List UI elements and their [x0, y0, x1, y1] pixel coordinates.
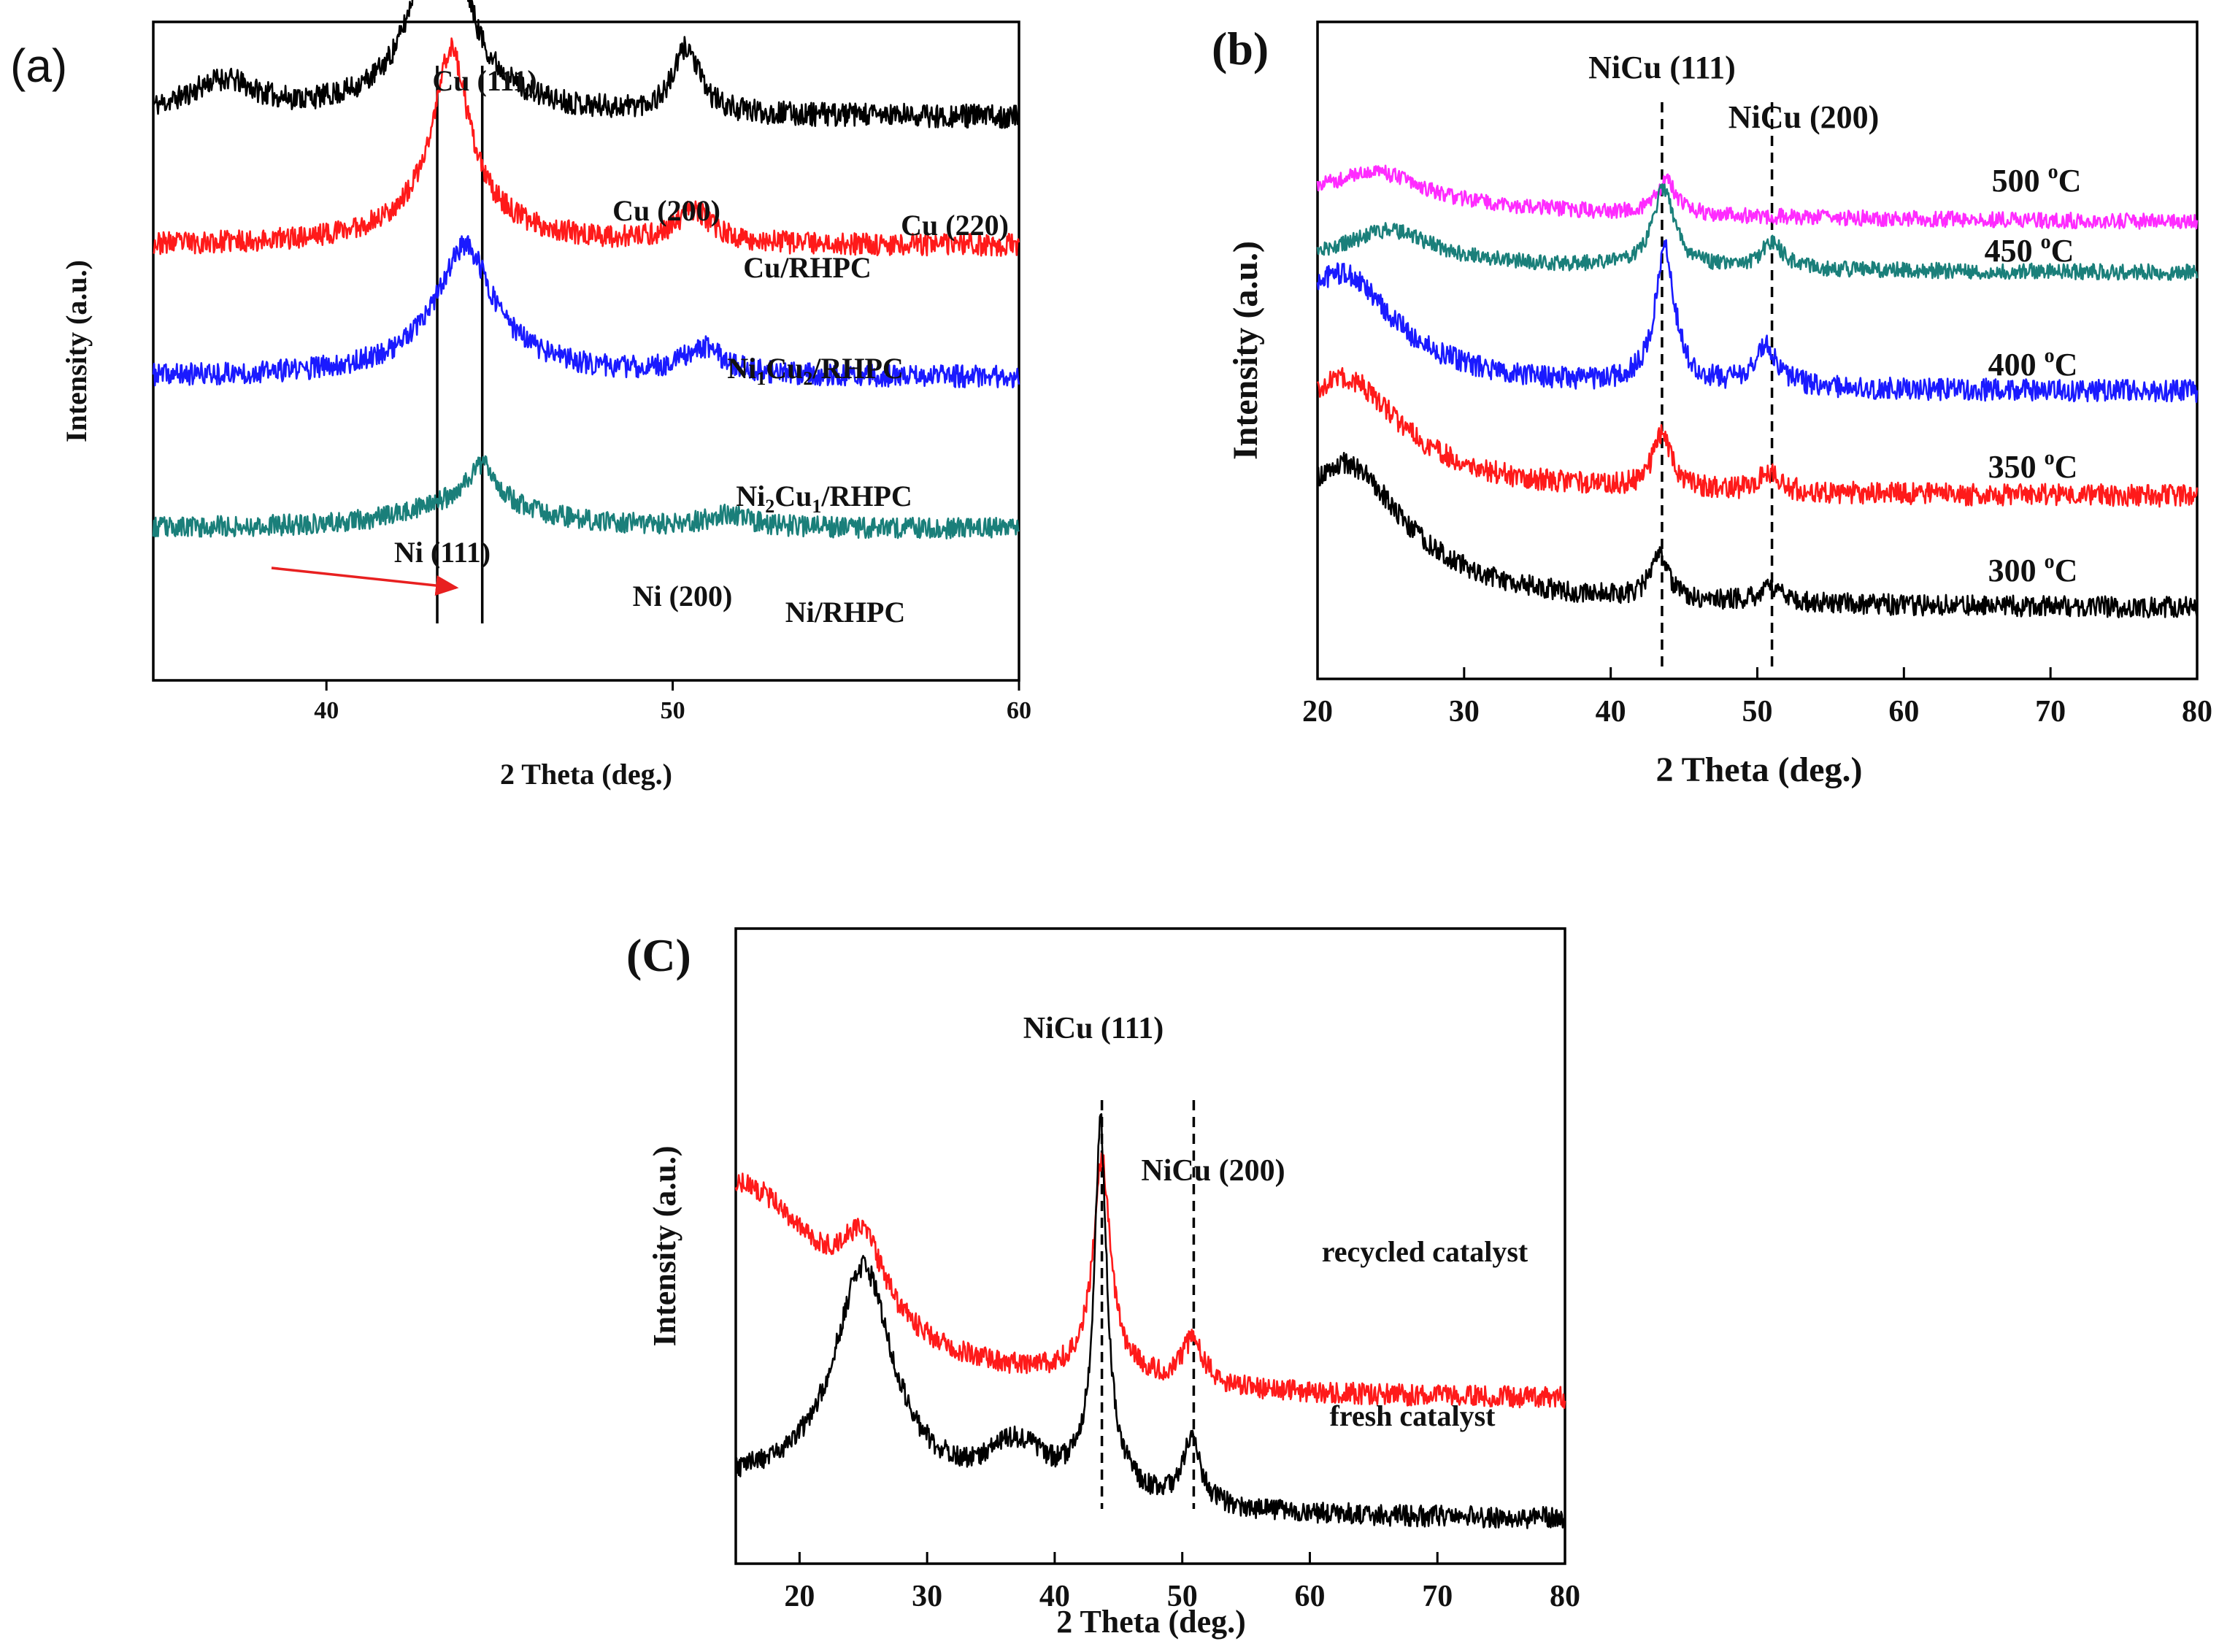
panel-a-cu111-label: Cu (111) — [432, 64, 537, 97]
series-line-cu-rhpc — [153, 0, 1020, 129]
x-tick-label: 40 — [1039, 1580, 1070, 1613]
panel-c-x-ticks: 20 30 40 50 60 70 80 — [784, 1552, 1580, 1613]
temp-label-value: 300 — [1988, 553, 2045, 588]
x-tick-label: 60 — [1007, 697, 1031, 724]
temp-label-degree: o — [2041, 231, 2051, 253]
panel-a-reference-lines — [436, 66, 484, 623]
panel-a-curve-label-1: Ni1Cu2/RHPC — [727, 352, 904, 389]
curve-label-text: Cu — [774, 480, 812, 512]
panel-b-peak-label-111: NiCu (111) — [1588, 50, 1736, 85]
panel-c-series-label-recycled: recycled catalyst — [1322, 1235, 1528, 1268]
panel-a-x-label: 2 Theta (deg.) — [500, 758, 672, 791]
panel-a-ni111-label: Ni (111) — [394, 536, 491, 569]
x-tick-label: 30 — [1449, 695, 1480, 729]
temp-label-degree: o — [2045, 447, 2055, 469]
x-tick-label: 20 — [1302, 695, 1333, 729]
series-line-350-c — [1316, 366, 2199, 508]
series-line-ni-rhpc — [152, 455, 1020, 539]
panel-a-curve-label-2: Ni2Cu1/RHPC — [736, 480, 912, 517]
curve-label-subscript: 2 — [803, 368, 812, 389]
series-line-300-c — [1316, 452, 2199, 619]
panel-b-traces — [1316, 164, 2199, 619]
x-tick-label: 70 — [1422, 1580, 1453, 1613]
panel-b-temp-label-1: 450 oC — [1985, 231, 2074, 269]
panel-b-temp-label-0: 500 oC — [1992, 161, 2082, 199]
panel-b-letter: (b) — [1212, 23, 1269, 74]
temp-label-value: 450 — [1985, 233, 2041, 269]
x-tick-label: 60 — [1888, 695, 1919, 729]
x-tick-label: 40 — [314, 697, 339, 724]
temp-label-value: 500 — [1992, 163, 2048, 199]
panel-c-x-label: 2 Theta (deg.) — [1056, 1604, 1246, 1640]
x-tick-label: 40 — [1596, 695, 1626, 729]
panel-c-series-label-fresh: fresh catalyst — [1330, 1399, 1496, 1432]
temp-label-degree: o — [2045, 550, 2055, 573]
curve-label-text: /RHPC — [820, 480, 912, 512]
panel-b-temp-label-4: 300 oC — [1988, 550, 2078, 588]
x-tick-label: 50 — [1742, 695, 1773, 729]
panel-a-x-ticks: 40 50 60 — [314, 680, 1031, 724]
curve-label-text: Cu — [766, 352, 803, 385]
temp-label-unit: C — [2051, 233, 2074, 269]
panel-a-shift-arrow — [271, 566, 459, 596]
panel-a-traces — [152, 0, 1020, 539]
temp-label-value: 350 — [1988, 449, 2045, 485]
panel-b-x-label: 2 Theta (deg.) — [1655, 750, 1862, 789]
temp-label-unit: C — [2058, 163, 2082, 199]
panel-b-y-label: Intensity (a.u.) — [1226, 241, 1265, 460]
panel-a-cu200-label: Cu (200) — [612, 194, 720, 227]
curve-label-subscript: 1 — [812, 496, 821, 517]
panel-b-x-ticks: 20 30 40 50 60 70 80 — [1302, 667, 2212, 729]
panel-c: (C) 20 30 40 50 60 70 80 NiCu (111) NiCu (200)… — [626, 927, 1580, 1640]
temp-label-value: 400 — [1988, 347, 2045, 383]
panel-b: (b) 20 30 40 50 60 70 80 NiCu (111) NiCu (200)… — [1212, 20, 2212, 789]
series-line-500-c — [1316, 164, 2199, 230]
series-line-450-c — [1316, 183, 2199, 281]
x-tick-label: 70 — [2035, 695, 2066, 729]
x-tick-label: 50 — [661, 697, 685, 724]
x-tick-label: 30 — [912, 1580, 942, 1613]
temp-label-unit: C — [2055, 553, 2078, 588]
panel-c-y-label: Intensity (a.u.) — [647, 1145, 682, 1346]
temp-label-unit: C — [2055, 347, 2078, 383]
panel-c-peak-label-111: NiCu (111) — [1023, 1012, 1164, 1045]
curve-label-text: /RHPC — [812, 352, 903, 385]
temp-label-unit: C — [2055, 449, 2078, 485]
panel-c-traces — [734, 1113, 1566, 1529]
temp-label-degree: o — [2045, 345, 2055, 367]
panel-a-curve-label-0: Cu/RHPC — [743, 251, 872, 284]
panel-b-reference-lines — [1661, 102, 1774, 672]
series-line-ni1cu2-rhpc — [153, 37, 1020, 257]
x-tick-label: 20 — [784, 1580, 815, 1613]
curve-label-text: Ni — [727, 352, 756, 385]
panel-b-temp-label-2: 400 oC — [1988, 345, 2078, 383]
panel-a-ni200-label: Ni (200) — [633, 580, 733, 612]
curve-label-text: Ni/RHPC — [785, 596, 905, 629]
panel-c-peak-label-200: NiCu (200) — [1141, 1154, 1285, 1188]
panel-a-cu220-label: Cu (220) — [901, 209, 1009, 242]
panel-a-plot-frame — [152, 20, 1020, 682]
panel-a-y-label: Intensity (a.u.) — [60, 260, 93, 442]
panel-a-letter: (a) — [10, 39, 67, 92]
x-tick-label: 50 — [1167, 1580, 1198, 1613]
x-tick-label: 80 — [2182, 695, 2212, 729]
panel-c-letter: (C) — [626, 929, 691, 981]
temp-label-degree: o — [2048, 161, 2058, 183]
panel-b-temp-label-3: 350 oC — [1988, 447, 2078, 485]
x-tick-label: 60 — [1294, 1580, 1325, 1613]
series-line-fresh-catalyst — [734, 1113, 1566, 1529]
series-line-400-c — [1316, 239, 2199, 403]
curve-label-subscript: 1 — [756, 368, 766, 389]
panel-a: (a) 40 50 60 Cu (111) Cu (200) Cu (220) Ni… — [10, 0, 1031, 791]
panel-b-peak-label-200: NiCu (200) — [1728, 99, 1880, 135]
x-tick-label: 80 — [1550, 1580, 1580, 1613]
curve-label-text: Cu/RHPC — [743, 251, 872, 284]
series-line-ni2cu1-rhpc — [152, 235, 1020, 388]
series-line-recycled-catalyst — [734, 1152, 1566, 1409]
panel-a-curve-label-3: Ni/RHPC — [785, 596, 905, 629]
curve-label-text: Ni — [736, 480, 765, 512]
panel-c-plot-frame — [734, 927, 1566, 1565]
curve-label-subscript: 2 — [765, 496, 774, 517]
